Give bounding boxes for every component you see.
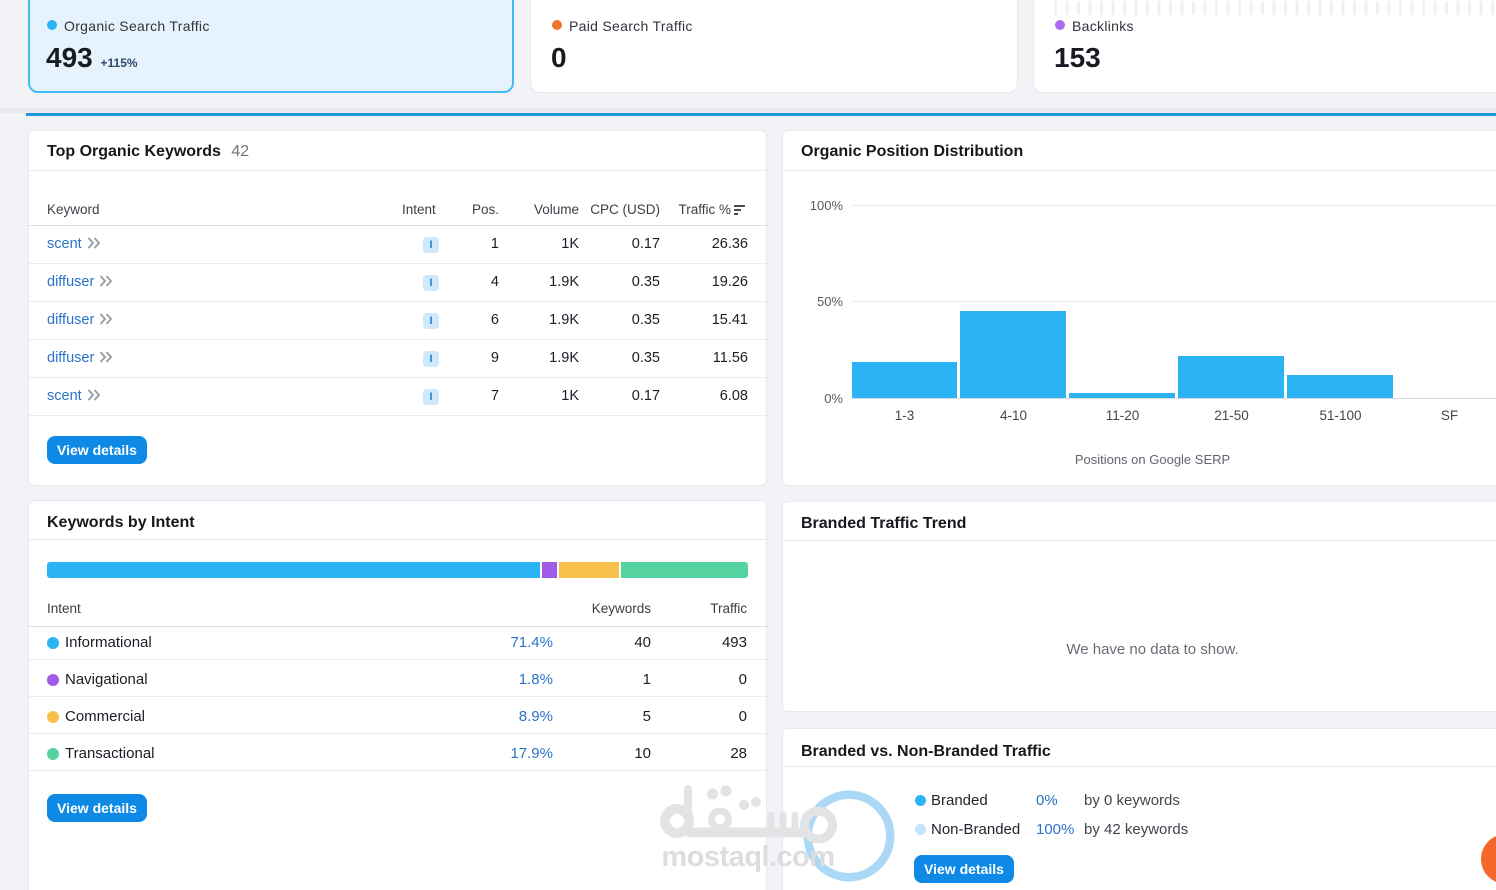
svg-text:mostaql.com: mostaql.com (661, 841, 834, 873)
